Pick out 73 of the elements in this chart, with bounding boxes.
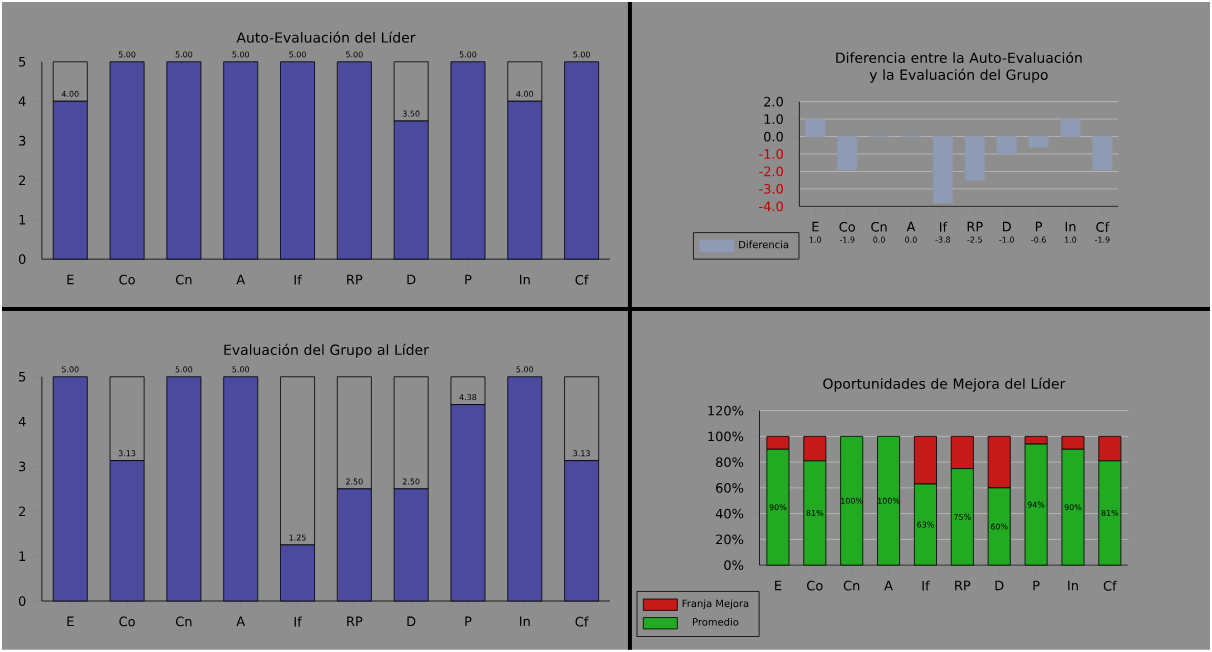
x-tick-label: In [520, 616, 530, 627]
x-tick-label: P [465, 616, 472, 627]
x-tick-label: RP [955, 580, 971, 591]
chart-title: Oportunidades de Mejora del Líder [823, 377, 1066, 392]
y-tick-label: 5 [19, 372, 26, 382]
chart-title: Auto-Evaluación del Líder [236, 31, 416, 43]
x-tick-label: In [520, 274, 530, 285]
chart-title: Evaluación del Grupo al Líder [224, 343, 429, 358]
y-tick-label: -3.0 [759, 184, 783, 194]
y-tick-label: 80% [716, 457, 744, 468]
x-tick-label: E [67, 616, 74, 627]
x-tick-label: A [884, 580, 893, 591]
y-tick-label: 40% [715, 508, 744, 519]
y-tick-label: 2.0 [764, 96, 783, 107]
y-tick-label: -1.0 [759, 149, 783, 159]
x-tick-label: Co [807, 580, 823, 591]
x-tick-label: D [995, 580, 1004, 591]
x-tick-label: E [775, 580, 782, 591]
y-tick-label: 3 [19, 135, 26, 146]
x-tick-label: Cf [1096, 221, 1110, 232]
y-tick-label: -2.0 [759, 166, 783, 177]
y-tick-label: 4 [18, 96, 26, 107]
x-tick-label: If [922, 580, 930, 591]
y-tick-label: 20% [716, 534, 744, 545]
x-tick-label: Co [839, 221, 855, 232]
x-tick-label: Cn [843, 580, 860, 591]
y-tick-label: 0% [724, 560, 744, 571]
x-tick-label: D [407, 274, 416, 285]
x-tick-label: E [812, 221, 819, 232]
x-tick-label: E [67, 274, 74, 285]
x-tick-label: P [465, 274, 472, 285]
x-tick-label: Cf [575, 274, 589, 285]
y-tick-label: 2 [19, 506, 26, 517]
y-tick-label: 60% [716, 483, 744, 493]
legend-label: Promedio [692, 618, 739, 626]
chart-title: Diferencia entre la Auto-Evaluación y la Evaluación del Grupo [836, 51, 1082, 83]
x-tick-label: Co [119, 616, 135, 627]
x-tick-label: In [1065, 221, 1076, 232]
x-tick-label: P [1033, 580, 1040, 591]
x-tick-label: A [906, 221, 916, 232]
x-tick-label: D [1002, 221, 1011, 232]
x-tick-label: Cf [575, 616, 589, 627]
y-tick-label: 120% [708, 405, 744, 416]
x-tick-label: D [407, 616, 416, 627]
y-tick-label: 4 [18, 416, 26, 427]
x-tick-label: Cn [175, 616, 192, 627]
y-tick-label: 1 [19, 215, 26, 225]
y-tick-label: 0 [18, 254, 26, 265]
x-tick-label: If [939, 221, 948, 232]
x-tick-label: A [236, 274, 246, 285]
y-tick-label: 2 [19, 175, 26, 186]
x-tick-label: RP [347, 616, 363, 627]
x-tick-label: If [294, 616, 302, 627]
x-tick-label: Co [119, 274, 135, 285]
y-tick-label: 0.0 [764, 131, 783, 142]
legend-label: Franja Mejora [682, 599, 749, 610]
x-tick-label: In [1068, 580, 1078, 591]
x-tick-label: Cn [175, 274, 192, 285]
y-tick-label: 5 [19, 57, 26, 67]
x-tick-label: Cf [1103, 580, 1117, 591]
legend-label: Diferencia [739, 240, 789, 249]
x-tick-label: If [294, 274, 302, 285]
x-tick-label: Cn [871, 221, 887, 232]
y-tick-label: 1.0 [764, 114, 783, 125]
y-tick-label: 1 [19, 551, 26, 561]
y-tick-label: 100% [708, 431, 744, 442]
x-tick-label: A [236, 616, 246, 627]
y-tick-label: 3 [19, 461, 26, 472]
y-tick-label: -4.0 [759, 201, 783, 212]
x-tick-label: RP [347, 274, 363, 285]
x-tick-label: RP [967, 221, 983, 232]
y-tick-label: 0 [18, 596, 26, 606]
x-tick-label: P [1035, 221, 1043, 232]
